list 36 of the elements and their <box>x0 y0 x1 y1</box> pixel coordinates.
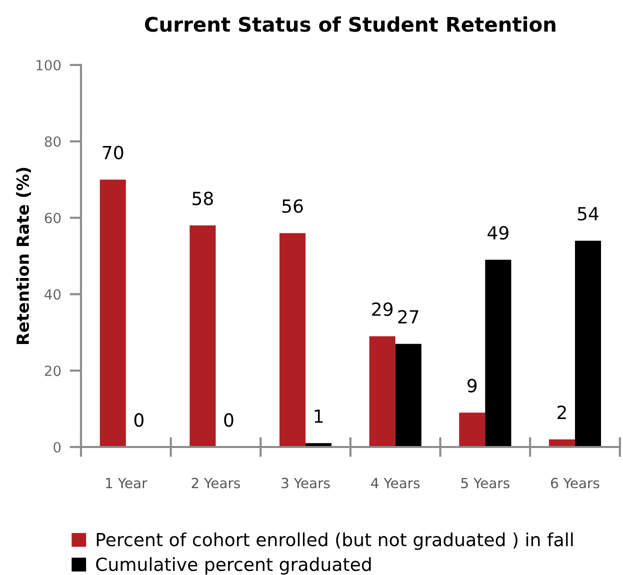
x-tick-label: 2 Years <box>192 478 240 488</box>
data-label: 0 <box>134 413 144 427</box>
y-tick-label: 60 <box>44 212 61 224</box>
data-label: 29 <box>372 302 393 316</box>
bar <box>369 336 396 448</box>
data-label: 70 <box>102 146 124 160</box>
y-tick-label: 40 <box>44 289 61 300</box>
bar <box>395 344 422 448</box>
y-tick-label: 20 <box>44 366 61 376</box>
data-label: 1 <box>314 410 323 423</box>
x-tick-label: 6 Years <box>551 478 600 488</box>
legend-label: Cumulative percent graduated <box>96 557 371 575</box>
x-tick-label: 4 Years <box>371 478 420 488</box>
y-tick-label: 80 <box>44 136 61 147</box>
y-axis-title: Retention Rate (%) <box>16 168 31 344</box>
bar <box>100 180 126 448</box>
x-tick-label: 1 Year <box>106 478 148 488</box>
data-label: 2 <box>558 406 566 419</box>
data-label: 9 <box>468 378 477 392</box>
bar <box>279 233 306 448</box>
y-tick-label: 100 <box>36 60 61 70</box>
data-label: 58 <box>192 192 213 206</box>
chart-title: Current Status of Student Retention <box>144 16 556 32</box>
data-label: 0 <box>224 413 234 427</box>
bar <box>459 412 486 448</box>
data-label: 49 <box>488 226 508 240</box>
data-label: 27 <box>398 310 418 324</box>
data-label: 54 <box>578 207 598 221</box>
legend-label: Percent of cohort enrolled (but not graduated ) in fall <box>96 532 573 550</box>
x-tick-label: 3 Years <box>282 478 330 488</box>
x-tick-label: 5 Years <box>461 478 510 488</box>
bar <box>574 240 602 448</box>
bar <box>190 225 216 448</box>
data-label: 56 <box>282 199 303 213</box>
y-tick-label: 0 <box>54 442 61 452</box>
bar <box>485 260 512 448</box>
